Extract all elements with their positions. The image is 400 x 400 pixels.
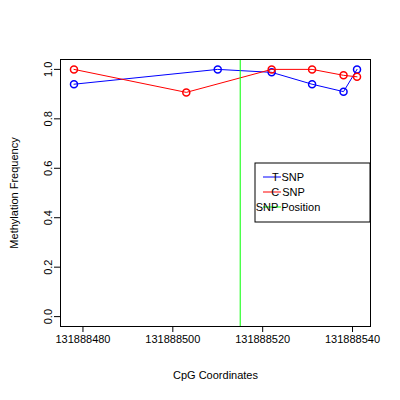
svg-text:Methylation Frequency: Methylation Frequency xyxy=(8,137,20,249)
svg-text:T SNP: T SNP xyxy=(272,171,304,183)
svg-text:0.2: 0.2 xyxy=(42,260,54,275)
svg-text:CpG Coordinates: CpG Coordinates xyxy=(173,369,258,381)
svg-text:1.0: 1.0 xyxy=(42,62,54,77)
svg-text:C SNP: C SNP xyxy=(271,186,305,198)
svg-text:0.4: 0.4 xyxy=(42,210,54,225)
svg-text:131888480: 131888480 xyxy=(55,333,110,345)
svg-text:131888500: 131888500 xyxy=(145,333,200,345)
svg-text:SNP Position: SNP Position xyxy=(256,201,321,213)
svg-text:0.6: 0.6 xyxy=(42,161,54,176)
svg-text:131888520: 131888520 xyxy=(235,333,290,345)
svg-text:131888540: 131888540 xyxy=(325,333,380,345)
svg-text:0.8: 0.8 xyxy=(42,111,54,126)
svg-text:0.0: 0.0 xyxy=(42,309,54,324)
